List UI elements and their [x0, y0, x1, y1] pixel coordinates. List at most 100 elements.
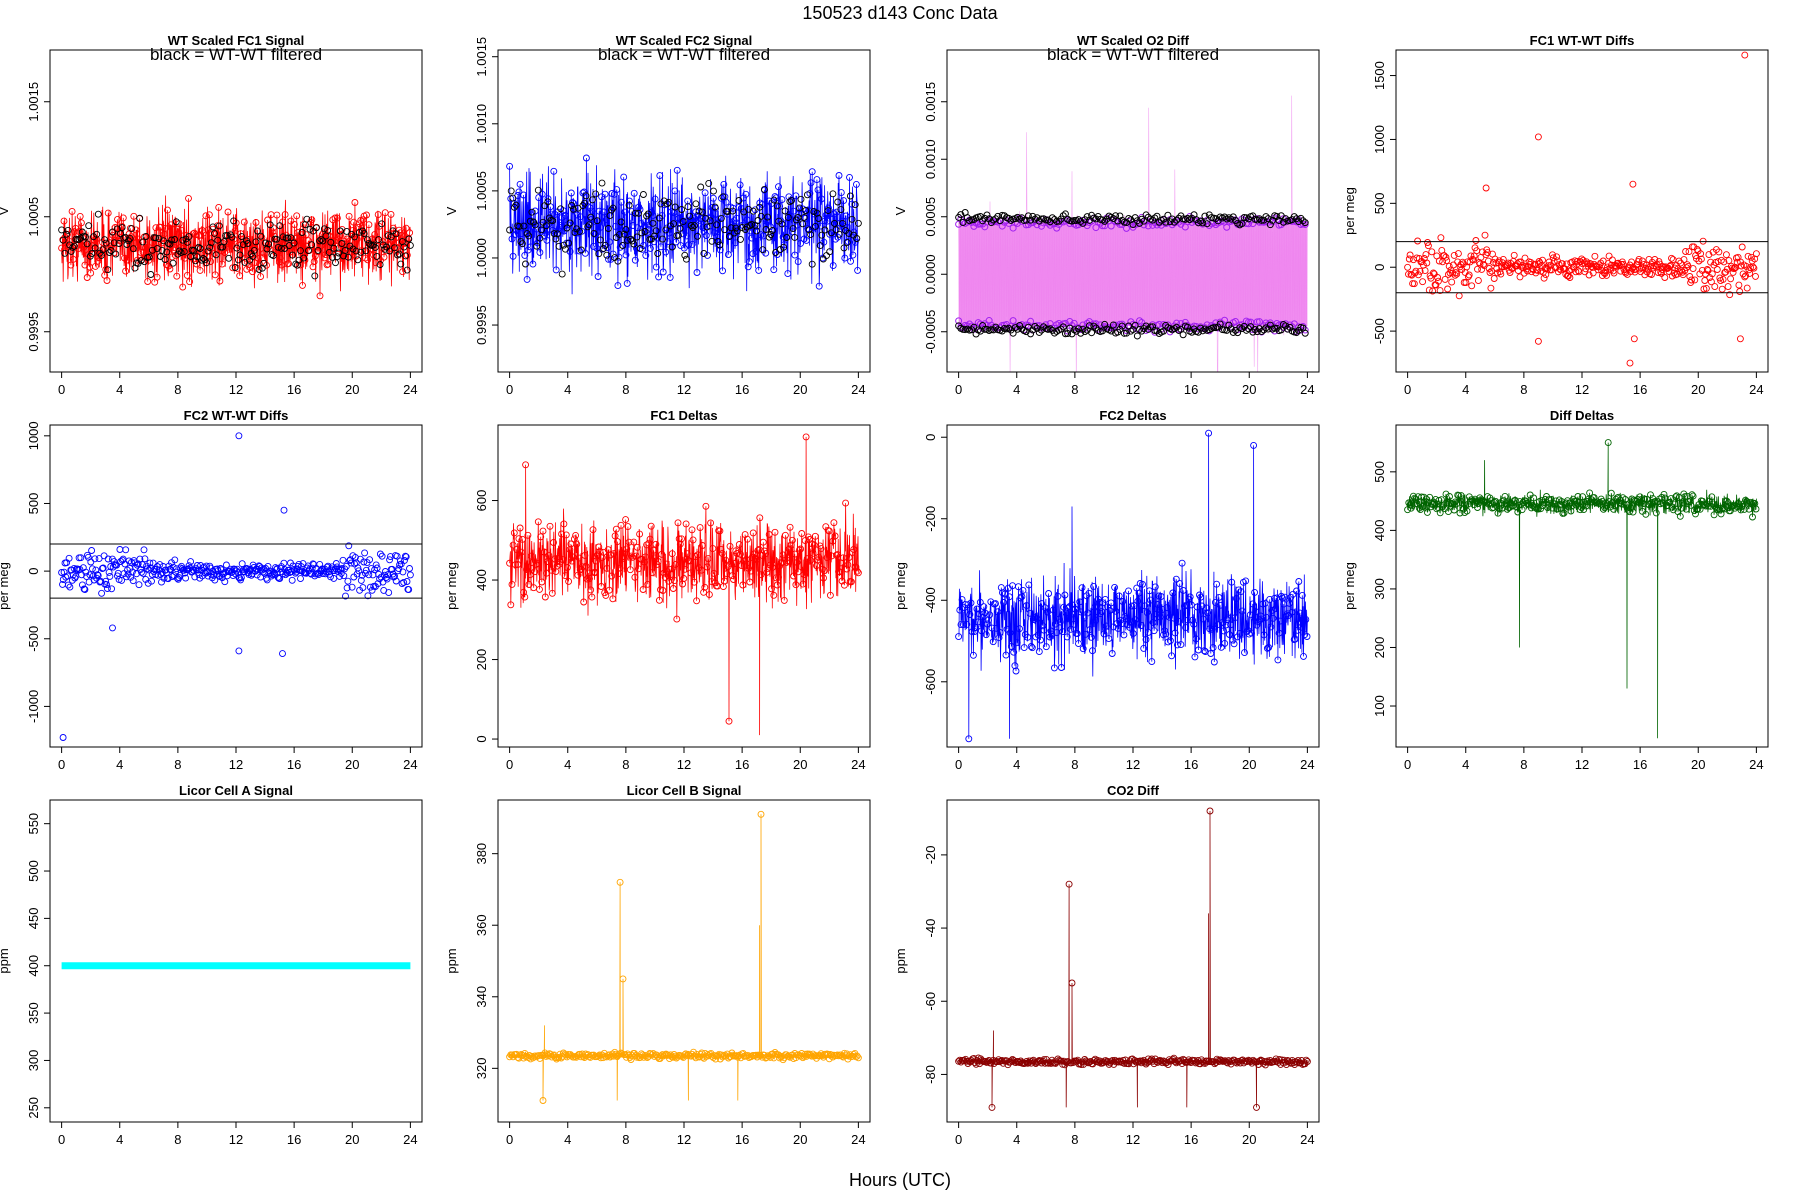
data-point: [336, 231, 344, 239]
data-point: [1129, 630, 1137, 637]
data-point: [113, 225, 121, 233]
data-point: [62, 573, 70, 581]
data-point: [102, 239, 110, 247]
data-point: [58, 244, 66, 252]
data-point: [190, 247, 198, 254]
data-point: [76, 212, 84, 220]
x-tick-label: 24: [851, 757, 865, 772]
data-point: [1671, 500, 1678, 508]
data-point: [854, 266, 862, 274]
data-point: [1272, 605, 1280, 613]
data-point: [600, 1049, 608, 1057]
data-point: [1118, 322, 1126, 330]
data-point: [258, 264, 266, 272]
data-point: [730, 576, 737, 583]
data-point: [122, 267, 130, 275]
data-point: [1010, 648, 1018, 656]
data-point: [1127, 327, 1135, 335]
data-point: [1201, 212, 1209, 220]
data-point: [1209, 644, 1217, 652]
data-point: [1189, 616, 1196, 624]
data-point: [361, 549, 369, 557]
data-point: [376, 261, 384, 269]
data-point: [721, 577, 728, 585]
data-point: [755, 266, 763, 274]
data-point: [220, 569, 228, 577]
data-point: [354, 564, 362, 572]
x-tick-label: 8: [1520, 757, 1527, 772]
data-point: [333, 214, 341, 222]
data-point: [1604, 260, 1612, 268]
data-point: [1589, 269, 1597, 277]
data-point: [1251, 588, 1259, 596]
data-point: [625, 538, 633, 546]
data-point: [290, 239, 298, 247]
data-point: [1140, 217, 1148, 225]
data-point: [1070, 216, 1078, 224]
data-point: [81, 261, 89, 269]
data-point: [1150, 627, 1158, 635]
data-point: [345, 212, 353, 220]
x-tick-label: 24: [1300, 757, 1314, 772]
data-point: [1029, 326, 1037, 334]
data-point: [225, 254, 233, 262]
data-point: [757, 212, 765, 220]
data-point: [611, 532, 619, 540]
data-point: [604, 225, 612, 232]
data-point: [1276, 617, 1284, 625]
y-tick-label: -400: [923, 587, 938, 613]
data-point: [1084, 609, 1092, 617]
data-point: [1238, 325, 1246, 333]
data-point: [994, 212, 1002, 220]
data-point: [1703, 266, 1711, 273]
data-point: [1199, 219, 1207, 227]
data-point: [1301, 631, 1309, 639]
data-point: [1453, 270, 1461, 278]
data-point: [685, 241, 693, 249]
data-point: [659, 587, 667, 594]
data-point: [834, 198, 842, 206]
data-point: [280, 506, 288, 514]
data-point: [551, 210, 559, 218]
data-point: [797, 239, 805, 247]
data-point: [1083, 213, 1091, 221]
data-point: [153, 273, 161, 281]
data-point: [1284, 325, 1292, 333]
data-point: [840, 581, 848, 589]
data-point: [1120, 631, 1128, 639]
data-point: [1038, 600, 1046, 608]
data-point: [1274, 1058, 1282, 1066]
data-point: [191, 573, 199, 581]
data-point: [1406, 251, 1414, 259]
data-point: [1013, 639, 1021, 647]
data-point: [406, 241, 414, 249]
data-point: [91, 244, 99, 252]
data-point: [337, 231, 345, 239]
data-point: [531, 221, 539, 229]
data-point: [1658, 269, 1665, 277]
data-point: [115, 240, 123, 247]
data-point: [815, 282, 823, 290]
data-point: [1708, 493, 1716, 501]
data-point: [316, 560, 324, 568]
data-point: [596, 236, 604, 244]
data-point: [830, 519, 838, 527]
data-point: [316, 292, 324, 300]
data-point: [276, 254, 284, 262]
data-point: [559, 556, 567, 564]
data-point: [720, 180, 728, 188]
data-point: [332, 560, 340, 567]
data-point: [1090, 320, 1098, 328]
data-point: [610, 550, 618, 558]
data-point: [1666, 262, 1674, 270]
data-point: [78, 228, 86, 236]
data-point: [843, 565, 851, 573]
data-point: [581, 551, 589, 559]
data-point: [1600, 505, 1607, 513]
data-point: [955, 633, 963, 641]
data-point: [128, 225, 136, 233]
data-point: [659, 235, 666, 243]
data-point: [244, 235, 252, 243]
data-point: [1688, 491, 1696, 499]
